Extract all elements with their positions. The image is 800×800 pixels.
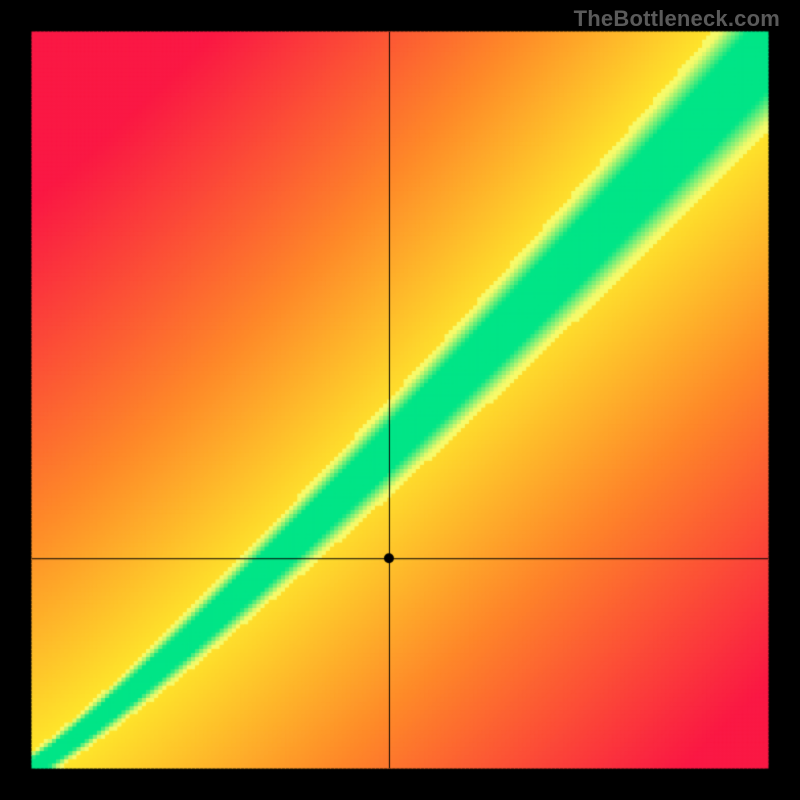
bottleneck-heatmap: [0, 0, 800, 800]
watermark-text: TheBottleneck.com: [574, 6, 780, 32]
chart-container: TheBottleneck.com: [0, 0, 800, 800]
